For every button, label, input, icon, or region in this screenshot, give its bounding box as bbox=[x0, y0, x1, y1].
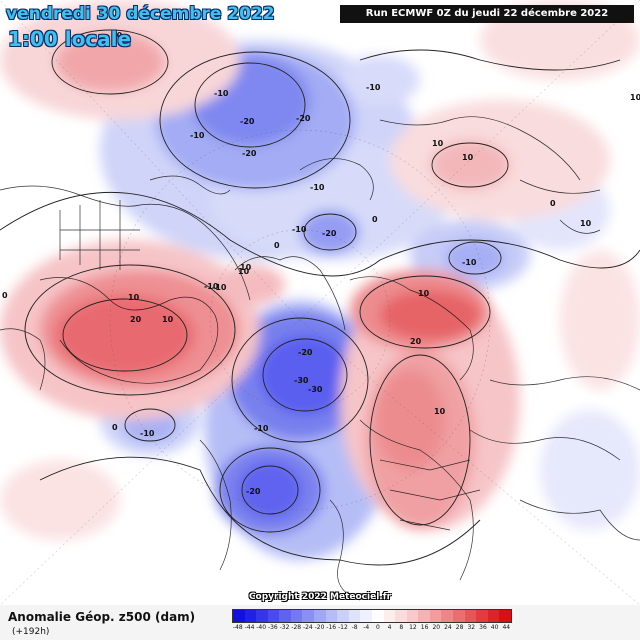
scale-swatch bbox=[279, 610, 291, 622]
field-title: Anomalie Géop. z500 (dam) bbox=[8, 610, 196, 624]
scale-swatch bbox=[499, 610, 511, 622]
scale-swatch bbox=[290, 610, 303, 622]
color-scale-swatches bbox=[232, 609, 512, 623]
contour-label: -30 bbox=[294, 376, 309, 385]
scale-tick-label: 36 bbox=[479, 624, 487, 631]
scale-swatch bbox=[452, 610, 465, 622]
scale-tick-label: -48 bbox=[232, 624, 243, 631]
scale-tick-label: 12 bbox=[409, 624, 417, 631]
scale-tick-label: -8 bbox=[351, 624, 358, 631]
contour-label: -20 bbox=[298, 348, 313, 357]
copyright: Copyright 2022 Meteociel.fr bbox=[248, 592, 392, 602]
scale-swatch bbox=[383, 610, 396, 622]
scale-tick-label: -36 bbox=[267, 624, 278, 631]
scale-swatch bbox=[476, 610, 488, 622]
contour-label: -10 bbox=[366, 83, 381, 92]
contour-label: 10 bbox=[240, 263, 252, 272]
scale-tick-label: -16 bbox=[326, 624, 337, 631]
scale-swatch bbox=[360, 610, 372, 622]
scale-tick-label: 44 bbox=[502, 624, 511, 631]
contour-label: 10 bbox=[418, 289, 430, 298]
contour-label: 10 bbox=[630, 93, 640, 102]
run-info: Run ECMWF 0Z du jeudi 22 décembre 2022 bbox=[340, 5, 634, 23]
scale-swatch bbox=[348, 610, 361, 622]
scale-tick-label: 40 bbox=[490, 624, 499, 631]
contour-label: 10 bbox=[128, 293, 140, 302]
scale-swatch bbox=[464, 610, 477, 622]
contour-label: -10 bbox=[310, 183, 325, 192]
contour-label: 10 bbox=[462, 153, 474, 162]
contour-label: 0 bbox=[274, 241, 280, 250]
scale-swatch bbox=[337, 610, 349, 622]
contour-label: -10 bbox=[140, 429, 155, 438]
scale-tick-label: -44 bbox=[244, 624, 255, 631]
scale-swatch bbox=[325, 610, 338, 622]
scale-tick-label: -4 bbox=[363, 624, 370, 631]
scale-tick-label: -40 bbox=[256, 624, 267, 631]
scale-swatch bbox=[233, 610, 245, 622]
color-scale: -48 -44 -40 -36 -32 -28 -24 -20 -16 -12 -8 -4 0 4 8 12 1… bbox=[232, 609, 512, 637]
scale-tick-label: 28 bbox=[455, 624, 464, 631]
scale-tick-label: -24 bbox=[302, 624, 313, 631]
scale-tick-label: -28 bbox=[291, 624, 302, 631]
scale-swatch bbox=[244, 610, 257, 622]
scale-tick-label: 24 bbox=[444, 624, 452, 631]
scale-swatch bbox=[441, 610, 453, 622]
scale-swatch bbox=[256, 610, 268, 622]
scale-swatch bbox=[314, 610, 326, 622]
scale-tick-label: -12 bbox=[337, 624, 348, 631]
scale-swatch bbox=[406, 610, 419, 622]
scale-swatch bbox=[371, 610, 384, 622]
scale-swatch bbox=[418, 610, 430, 622]
valid-date: vendredi 30 décembre 2022 bbox=[6, 4, 275, 24]
scale-swatch bbox=[302, 610, 315, 622]
scale-tick-label: 20 bbox=[432, 624, 441, 631]
scale-tick-label: 0 bbox=[375, 624, 380, 631]
contour-label: -10 bbox=[190, 131, 205, 140]
contour-label: 0 bbox=[112, 423, 118, 432]
contour-label: -20 bbox=[246, 487, 261, 496]
contour-label: 10 bbox=[580, 219, 592, 228]
scale-tick-label: 4 bbox=[387, 624, 392, 631]
scale-tick-label: 16 bbox=[420, 624, 429, 631]
contour-label: -10 bbox=[204, 282, 219, 291]
color-scale-ticks: -48 -44 -40 -36 -32 -28 -24 -20 -16 -12 -8 -4 0 4 8 12 1… bbox=[232, 624, 512, 631]
contour-label: 0 bbox=[2, 291, 8, 300]
scale-swatch bbox=[267, 610, 280, 622]
contour-label: -20 bbox=[240, 117, 255, 126]
contour-label: 10 bbox=[111, 31, 123, 40]
contour-label: 20 bbox=[410, 337, 422, 346]
contour-label: 0 bbox=[372, 215, 378, 224]
contour-label: 10 bbox=[432, 139, 444, 148]
contour-label: 10 bbox=[162, 315, 174, 324]
contour-label: -30 bbox=[308, 385, 323, 394]
contour-label: -10 bbox=[214, 89, 229, 98]
contour-label: 10 bbox=[434, 407, 446, 416]
forecast-lead: (+192h) bbox=[12, 627, 50, 637]
anomaly-map: 10 -10 -20 -20 -20 -10 -10 -10 -10 -20 -… bbox=[0, 0, 640, 605]
contour-label: 20 bbox=[130, 315, 142, 324]
contour-label: -20 bbox=[296, 114, 311, 123]
scale-swatch bbox=[395, 610, 407, 622]
contour-label: 10 bbox=[238, 267, 250, 276]
scale-tick-label: -20 bbox=[314, 624, 325, 631]
contour-label: -10 bbox=[462, 258, 477, 267]
scale-tick-label: -32 bbox=[279, 624, 290, 631]
contour-label: -20 bbox=[242, 149, 257, 158]
scale-tick-label: 8 bbox=[399, 624, 404, 631]
footer: Anomalie Géop. z500 (dam) (+192h) -48 -44… bbox=[0, 605, 640, 640]
contour-label: -10 bbox=[212, 283, 227, 292]
valid-time: 1:00 locale bbox=[8, 27, 132, 51]
scale-swatch bbox=[429, 610, 442, 622]
contour-label: -10 bbox=[292, 225, 307, 234]
contour-label: 0 bbox=[550, 199, 556, 208]
scale-swatch bbox=[487, 610, 500, 622]
contour-label: -10 bbox=[254, 424, 269, 433]
scale-tick-label: 32 bbox=[467, 624, 476, 631]
contour-label: -20 bbox=[322, 229, 337, 238]
